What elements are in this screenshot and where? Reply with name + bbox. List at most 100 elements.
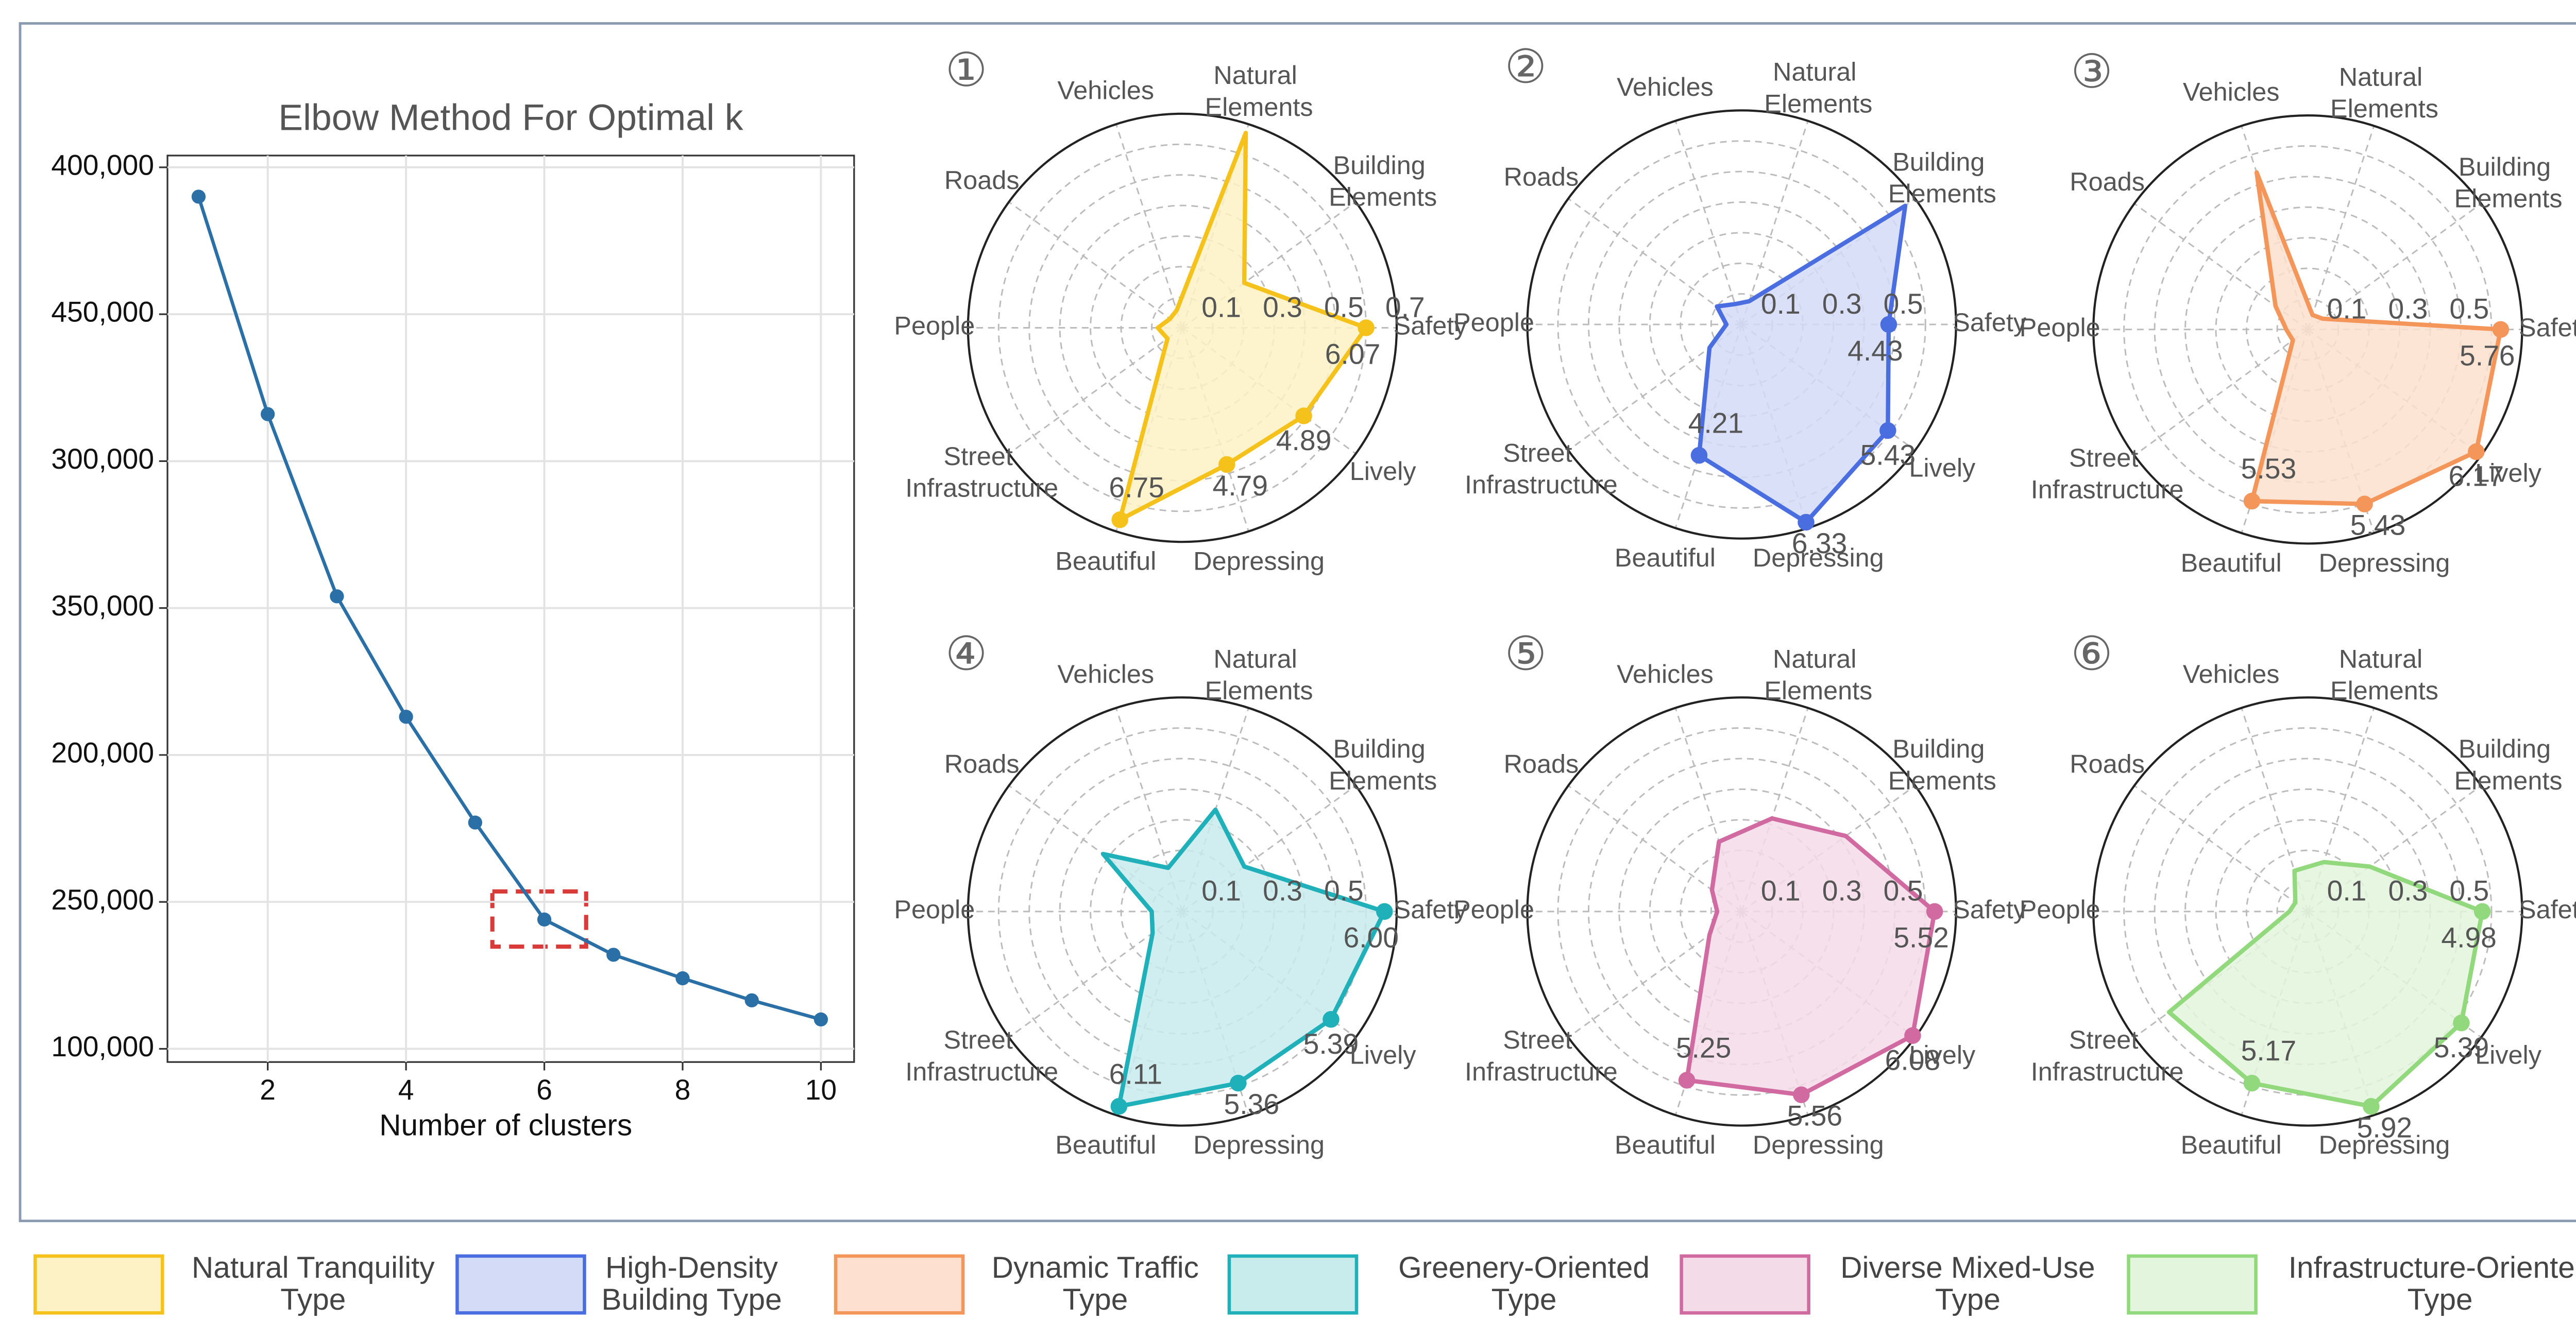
score-label: 6.08 (1885, 1044, 1941, 1076)
data-point (1295, 407, 1312, 424)
axis-label: Beautiful (1055, 1130, 1156, 1159)
data-point (1879, 422, 1896, 439)
data-point (330, 589, 344, 604)
axis-label: People (1453, 895, 1534, 924)
legend-item: High-Density Building Type (455, 1251, 790, 1318)
axis-label: Roads (1504, 162, 1579, 192)
score-label: 5.17 (2241, 1035, 2297, 1067)
legend-swatch (1227, 1254, 1359, 1315)
score-label: 5.56 (1787, 1100, 1843, 1132)
axis-label: Lively (1909, 1040, 1976, 1070)
score-label: 5.43 (1860, 439, 1916, 471)
spoke (1674, 121, 1743, 325)
axis-label: Building Elements (2454, 152, 2563, 213)
r-tick-label: 0.3 (2388, 293, 2428, 325)
legend-swatch (455, 1254, 586, 1315)
score-label: 5.53 (2241, 453, 2297, 485)
axis-label: Beautiful (1615, 1130, 1716, 1159)
x-tick-label: 10 (805, 1074, 837, 1106)
score-label: 5.39 (2434, 1032, 2489, 1063)
radar-area (2249, 170, 2503, 506)
score-label: 6.00 (1343, 922, 1399, 954)
score-label: 4.43 (1848, 335, 1903, 367)
data-point (675, 971, 690, 986)
spoke (1568, 198, 1742, 325)
outer-ring (967, 696, 1398, 1127)
axis-label: Safety (1953, 895, 2027, 924)
outer-ring (1526, 696, 1957, 1127)
legend-label: Diverse Mixed-Use Type (1840, 1251, 2095, 1316)
data-point (1358, 319, 1375, 336)
data-point (744, 993, 759, 1007)
axis-label: Street Infrastructure (905, 1025, 1058, 1086)
data-point (2492, 321, 2510, 338)
grid-ring (1557, 140, 1926, 509)
score-label: 6.33 (1792, 527, 1848, 559)
data-point (2468, 443, 2485, 460)
y-tick-label: 400,000 (51, 149, 154, 181)
panel-label: ⑥ (2071, 628, 2113, 680)
score-label: 4.98 (2441, 922, 2497, 954)
data-point (2243, 492, 2261, 510)
axis-label: Roads (2070, 749, 2145, 779)
r-tick-label: 0.3 (1822, 288, 1862, 320)
data-point (1110, 1098, 1128, 1115)
score-label: 6.11 (1109, 1058, 1162, 1090)
data-point (1230, 1074, 1247, 1092)
score-label: 5.25 (1676, 1032, 1732, 1064)
data-point (261, 407, 275, 421)
r-tick-label: 0.1 (1201, 875, 1241, 907)
spoke (2133, 785, 2309, 913)
legend-label: Natural Tranquility Type (192, 1251, 435, 1316)
axis-label: Depressing (2319, 1130, 2450, 1159)
axis-label: Lively (2475, 458, 2542, 488)
data-point (2363, 1098, 2380, 1115)
legend-item: Dynamic Traffic Type (834, 1251, 1219, 1318)
spoke (2307, 203, 2482, 330)
data-point (1376, 903, 1393, 920)
x-tick-label: 6 (536, 1074, 552, 1106)
score-label: 4.79 (1212, 470, 1268, 502)
frame (19, 22, 2576, 1223)
data-point (399, 710, 413, 724)
highlight-box (490, 889, 588, 949)
score-label: 6.17 (2449, 460, 2504, 492)
y-tick-label: 350,000 (51, 590, 154, 622)
radar-area (2166, 860, 2485, 1109)
data-point (2473, 903, 2491, 920)
axis-label: Street Infrastructure (2031, 443, 2184, 504)
spoke (1741, 121, 1809, 325)
legend-label: Infrastructure-Oriented Type (2288, 1251, 2576, 1316)
r-tick-label: 0.1 (1201, 291, 1241, 323)
axis-label: Street Infrastructure (2031, 1025, 2184, 1086)
axis-label: Vehicles (1057, 76, 1154, 105)
axis-label: Natural Elements (2330, 62, 2438, 124)
data-point (2453, 1015, 2470, 1032)
score-label: 5.36 (1224, 1088, 1280, 1120)
score-label: 5.43 (2350, 509, 2406, 541)
x-tick-label: 2 (260, 1074, 276, 1106)
axis-label: Beautiful (2181, 1130, 2282, 1159)
r-tick-label: 0.3 (2388, 875, 2428, 907)
y-tick-label: 100,000 (51, 1031, 154, 1062)
legend-item: Natural Tranquility Type (33, 1251, 455, 1318)
legend-swatch (33, 1254, 164, 1315)
axis-label: People (2020, 895, 2100, 924)
r-tick-label: 0.5 (1884, 875, 1923, 907)
data-point (2356, 495, 2373, 512)
axis-label: Safety (2519, 313, 2576, 342)
axis-label: Building Elements (1329, 150, 1437, 212)
axis-label: Depressing (2319, 548, 2450, 577)
axis-label: Street Infrastructure (1465, 438, 1618, 500)
r-tick-label: 0.5 (1884, 288, 1923, 320)
data-point (537, 912, 552, 927)
r-tick-label: 0.5 (2449, 293, 2489, 325)
data-point (1926, 903, 1943, 920)
legend-swatch (834, 1254, 965, 1315)
score-label: 5.39 (1303, 1028, 1359, 1060)
axis-label: Safety (2519, 895, 2576, 924)
axis-label: Roads (944, 165, 1020, 195)
legend-item: Greenery-Oriented Type (1227, 1251, 1683, 1318)
